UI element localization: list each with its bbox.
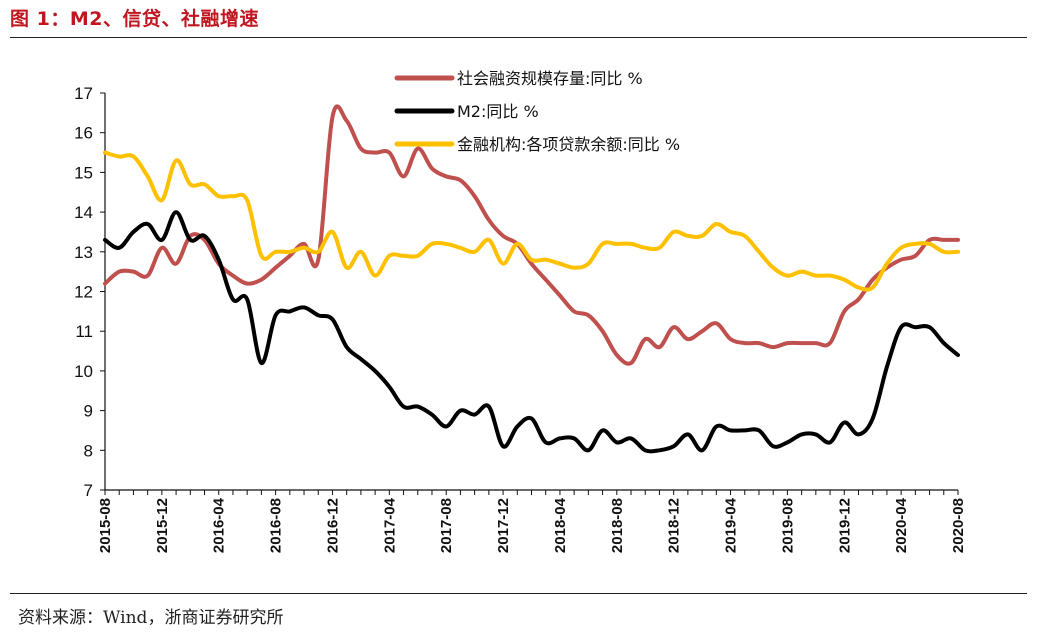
x-tick-label: 2015-12 bbox=[154, 498, 171, 553]
x-tick-label: 2015-08 bbox=[97, 498, 114, 553]
y-tick-label: 15 bbox=[74, 163, 93, 182]
series-line-2 bbox=[103, 150, 960, 292]
figure-title: 图 1：M2、信贷、社融增速 bbox=[10, 8, 259, 30]
y-tick-label: 10 bbox=[74, 362, 93, 381]
x-tick-label: 2018-04 bbox=[552, 497, 569, 553]
series-lines bbox=[103, 104, 960, 454]
x-tick-label: 2017-12 bbox=[495, 498, 512, 553]
legend-label-0: 社会融资规模存量:同比 % bbox=[457, 69, 643, 88]
bottom-rule bbox=[10, 593, 1027, 594]
x-tick-label: 2020-08 bbox=[950, 498, 967, 553]
x-tick-label: 2019-08 bbox=[779, 498, 796, 553]
x-tick-label: 2018-08 bbox=[609, 498, 626, 553]
x-tick-label: 2017-08 bbox=[438, 498, 455, 553]
y-tick-label: 7 bbox=[84, 481, 93, 500]
y-tick-label: 12 bbox=[74, 283, 93, 302]
line-chart: 7 8 9 10 11 12 13 14 15 16 17 2015-08 2015-12 2016-04… bbox=[74, 69, 967, 553]
x-tick-label: 2016-04 bbox=[211, 497, 228, 553]
x-tick-label: 2016-08 bbox=[268, 498, 285, 553]
y-tick-label: 17 bbox=[74, 84, 93, 103]
y-tick-label: 13 bbox=[74, 243, 93, 262]
x-tick-label: 2016-12 bbox=[324, 498, 341, 553]
source-note: 资料来源：Wind，浙商证券研究所 bbox=[18, 608, 284, 628]
y-tick-label: 14 bbox=[74, 203, 93, 222]
legend: 社会融资规模存量:同比 % M2:同比 % 金融机构:各项贷款余额:同比 % bbox=[394, 69, 680, 154]
legend-label-2: 金融机构:各项贷款余额:同比 % bbox=[457, 135, 680, 154]
legend-label-1: M2:同比 % bbox=[457, 102, 539, 121]
x-tick-label: 2020-04 bbox=[893, 497, 910, 553]
axes: 7 8 9 10 11 12 13 14 15 16 17 2015-08 2015-12 2016-04… bbox=[74, 84, 967, 553]
x-tick-label: 2019-12 bbox=[836, 498, 853, 553]
y-tick-label: 11 bbox=[75, 322, 93, 341]
x-tick-label: 2018-12 bbox=[666, 498, 683, 553]
top-rule bbox=[10, 37, 1027, 38]
y-tick-label: 9 bbox=[84, 402, 93, 421]
series-line-1 bbox=[103, 210, 960, 454]
x-tick-label: 2019-04 bbox=[723, 497, 740, 553]
x-tick-label: 2017-04 bbox=[381, 497, 398, 553]
y-tick-label: 16 bbox=[74, 124, 93, 143]
y-tick-label: 8 bbox=[84, 441, 93, 460]
